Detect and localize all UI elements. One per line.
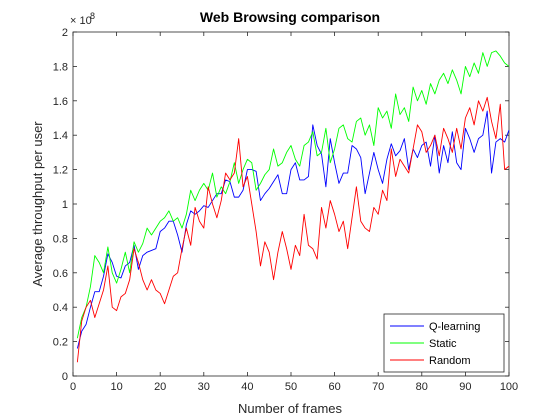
y-tick-label: 1.6 <box>53 96 68 108</box>
y-tick-label: 0.8 <box>53 233 68 245</box>
y-tick-label: 1.4 <box>53 130 68 142</box>
x-tick-label: 20 <box>154 381 166 393</box>
legend: Q-learning Static Random <box>383 313 505 373</box>
y-tick-label: 2 <box>62 27 68 39</box>
x-axis-label: Number of frames <box>238 401 343 416</box>
y-tick-label: 0.2 <box>53 337 68 349</box>
x-tick-label: 70 <box>372 381 384 393</box>
y-tick-label: 1 <box>62 199 68 211</box>
x-tick-label: 50 <box>285 381 297 393</box>
y-tick-label: 0.4 <box>53 302 68 314</box>
plot-area: 0 10 20 30 40 50 60 70 80 90 100 0 0.2 0.4 0.6 0.8 1 1.2 1… <box>53 27 518 393</box>
x-tick-label: 10 <box>110 381 122 393</box>
legend-entry: Random <box>429 355 471 367</box>
y-tick-label: 0 <box>62 371 68 383</box>
x-tick-label: 90 <box>459 381 471 393</box>
y-tick-label: 0.6 <box>53 268 68 280</box>
y-axis-label: Average throughput per user <box>30 121 45 287</box>
x-tick-label: 100 <box>500 381 518 393</box>
chart-title: Web Browsing comparison <box>200 9 380 25</box>
x-tick-label: 60 <box>328 381 340 393</box>
legend-entry: Static <box>429 338 457 350</box>
series-line-random <box>76 96 510 363</box>
y-exponent-base: × 10 <box>70 15 92 27</box>
y-exponent-power: 8 <box>90 11 95 21</box>
x-tick-label: 40 <box>241 381 253 393</box>
y-tick-label: 1.2 <box>53 165 68 177</box>
legend-box <box>383 313 505 373</box>
y-tick-label: 1.8 <box>53 61 68 73</box>
series-line-static <box>76 50 510 339</box>
series-line-q-learning <box>76 110 510 349</box>
x-tick-label: 30 <box>198 381 210 393</box>
x-tick-label: 80 <box>416 381 428 393</box>
legend-entry: Q-learning <box>429 321 480 333</box>
x-tick-label: 0 <box>70 381 76 393</box>
